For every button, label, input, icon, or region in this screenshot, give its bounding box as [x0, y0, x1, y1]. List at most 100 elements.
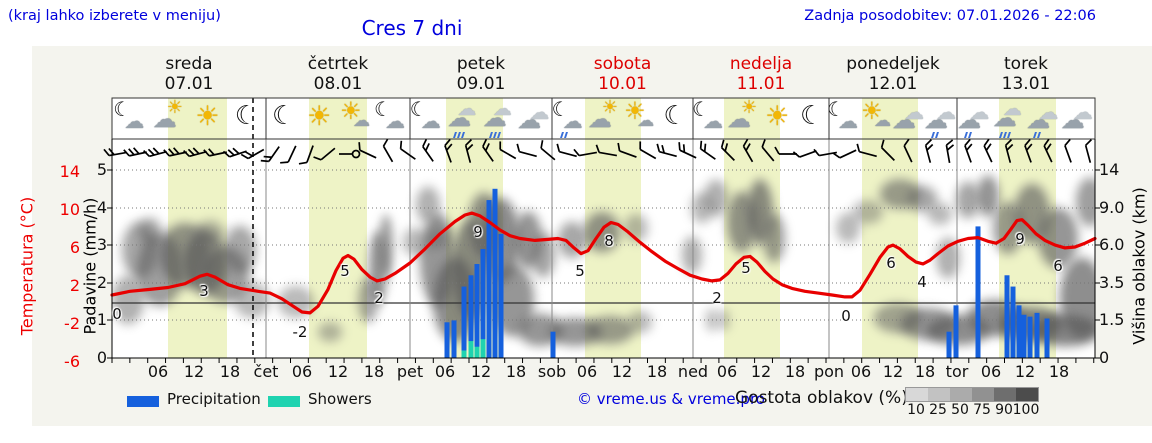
precipitation-bar — [474, 264, 480, 358]
legend-showers-swatch — [268, 392, 300, 411]
rain-marks — [1033, 132, 1042, 138]
sun-cloud-icon: ☀ ☁ — [624, 97, 655, 131]
wind-barb — [1024, 138, 1033, 163]
wind-barb — [143, 147, 167, 158]
wind-barb — [240, 148, 265, 160]
cloud-scale-segment — [906, 388, 928, 401]
moon-icon: ☾ — [800, 101, 824, 131]
credit-link[interactable]: © vreme.us & vreme.pro — [577, 390, 765, 408]
sun-icon: ☀ — [195, 101, 220, 132]
moon-cloud-icon: ☾ ☁ — [409, 97, 441, 133]
rain-marks — [488, 132, 501, 138]
wind-barb — [516, 143, 537, 158]
wind-barb — [222, 147, 247, 158]
precipitation-bar — [1010, 286, 1016, 358]
precipitation-bar — [946, 331, 952, 358]
wind-barb — [792, 150, 817, 158]
wind-barb — [617, 142, 637, 158]
cloud-scale-segment — [928, 388, 950, 401]
page-title: Cres 7 dni — [361, 16, 463, 40]
rain-marks — [931, 132, 939, 138]
precipitation-bar — [1044, 318, 1050, 358]
cloud-rain-icon: ☁ ☁ — [444, 97, 482, 139]
moon-cloud-drizzle-icon: ☾ ☁ — [551, 97, 589, 139]
moon-cloud-icon: ☾ ☁ — [827, 97, 858, 133]
wind-barb — [260, 146, 280, 163]
cloud-sun-icon: ☀ ☁ — [152, 97, 183, 133]
wind-barb — [482, 138, 494, 162]
precipitation-bar — [468, 275, 474, 358]
wind-barb — [382, 138, 394, 163]
clouds-drizzle-icon: ☁ ☁ — [922, 97, 960, 139]
legend-precipitation-swatch — [127, 392, 159, 411]
precipitation-bar — [953, 305, 959, 358]
precipitation-bar — [451, 320, 457, 358]
sun-icon: ☀ — [765, 101, 790, 132]
wind-barb — [1004, 139, 1014, 163]
wind-barb — [298, 145, 314, 165]
wind-barb — [123, 147, 147, 157]
moon-icon: ☾ — [272, 101, 296, 131]
moon-cloud-icon: ☾ ☁ — [692, 97, 723, 133]
sun-cloud-icon: ☀ ☁ — [861, 97, 891, 131]
wind-barb — [856, 143, 877, 158]
wind-barb — [280, 145, 297, 164]
cloud-density-scale-title: Gostota oblakov (%) — [735, 388, 908, 408]
wind-barb — [880, 139, 895, 161]
wind-barb — [499, 141, 517, 160]
precipitation-bar — [486, 200, 492, 358]
precipitation-bar — [1021, 314, 1027, 358]
wind-barb — [573, 148, 598, 157]
clouds-drizzle-icon: ☁ ☁ — [1024, 97, 1062, 139]
clouds-icon: ☁ ☁ — [517, 100, 550, 134]
cloud-rain-icon: ☁ ☁ — [990, 97, 1028, 139]
wind-barb — [761, 139, 775, 162]
wind-barb — [444, 138, 453, 163]
rain-marks — [964, 132, 973, 138]
wind-barb — [639, 141, 657, 160]
precipitation-bar — [550, 331, 556, 358]
cloud-sun-icon: ☀ ☁ — [587, 97, 619, 133]
legend-showers-label: Showers — [308, 390, 372, 408]
precipitation-bar — [444, 322, 450, 358]
precipitation-bar — [975, 226, 981, 358]
precipitation-bar — [1004, 275, 1010, 358]
rain-marks — [559, 132, 568, 138]
wind-barb — [422, 138, 434, 162]
wind-barb — [924, 139, 934, 163]
wind-barb — [313, 147, 336, 161]
temperature-curve — [110, 211, 1097, 315]
wind-barb — [540, 140, 556, 161]
cloud-rain-icon: ☁ ☁ — [480, 97, 518, 139]
showers-bar — [474, 346, 480, 358]
wind-barb — [699, 140, 716, 160]
cloud-scale-segment — [950, 388, 972, 401]
wind-barb — [103, 147, 128, 157]
precipitation-bar — [492, 188, 498, 358]
rain-marks — [453, 132, 466, 138]
wind-barb — [656, 143, 677, 158]
wind-barbs-row — [103, 138, 1092, 165]
precipitation-bar — [480, 248, 486, 358]
wind-barb — [556, 143, 577, 158]
sun-cloud-icon: ☀ ☁ — [340, 97, 370, 131]
wind-barb — [964, 138, 973, 163]
precipitation-bar — [1027, 316, 1033, 358]
menu-hint-text: (kraj lahko izberete v meniju) — [8, 8, 221, 24]
last-update-text: Zadnja posodobitev: 07.01.2026 - 22:06 — [804, 8, 1096, 24]
wind-barb — [983, 138, 993, 163]
cloud-scale-segment — [1016, 388, 1038, 401]
wind-barb — [163, 147, 187, 157]
wind-barb — [945, 139, 955, 164]
showers-bar — [480, 339, 486, 358]
cloud-density-scale-bar — [905, 387, 1039, 402]
moon-cloud-icon: ☾ ☁ — [113, 97, 145, 133]
wind-barb — [832, 149, 857, 159]
wind-barb — [903, 138, 913, 163]
wind-barb — [720, 139, 735, 161]
wind-barb — [1084, 139, 1092, 163]
cloud-scale-segment — [972, 388, 994, 401]
